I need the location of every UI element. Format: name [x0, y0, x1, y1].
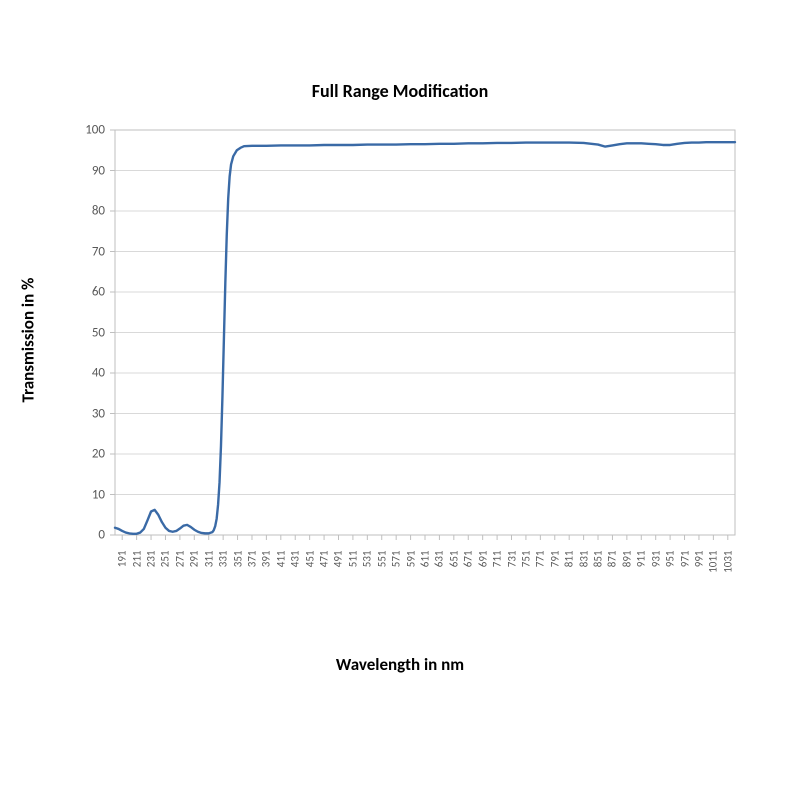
y-tick-label: 60: [75, 285, 105, 300]
x-tick-label: 671: [462, 551, 475, 591]
y-tick-label: 0: [75, 528, 105, 543]
x-tick-label: 331: [217, 551, 230, 591]
x-tick-label: 591: [404, 551, 417, 591]
chart-title: Full Range Modification: [0, 80, 800, 102]
x-tick-label: 1031: [721, 551, 734, 591]
x-tick-label: 451: [303, 551, 316, 591]
chart-plot-area: [115, 130, 735, 535]
x-tick-label: 991: [692, 551, 705, 591]
x-tick-label: 691: [476, 551, 489, 591]
y-tick-label: 40: [75, 366, 105, 381]
x-tick-label: 851: [592, 551, 605, 591]
x-tick-label: 631: [433, 551, 446, 591]
y-tick-label: 100: [75, 123, 105, 138]
y-tick-label: 20: [75, 447, 105, 462]
x-tick-label: 351: [231, 551, 244, 591]
x-tick-label: 271: [173, 551, 186, 591]
x-tick-label: 771: [534, 551, 547, 591]
y-tick-label: 50: [75, 325, 105, 340]
x-tick-label: 311: [202, 551, 215, 591]
x-tick-label: 651: [447, 551, 460, 591]
x-tick-label: 531: [361, 551, 374, 591]
y-tick-label: 70: [75, 244, 105, 259]
x-tick-label: 931: [649, 551, 662, 591]
x-tick-label: 291: [188, 551, 201, 591]
x-tick-label: 711: [491, 551, 504, 591]
x-tick-label: 511: [346, 551, 359, 591]
x-tick-label: 831: [577, 551, 590, 591]
x-tick-label: 491: [332, 551, 345, 591]
y-tick-label: 10: [75, 487, 105, 502]
x-tick-label: 251: [159, 551, 172, 591]
x-tick-label: 411: [274, 551, 287, 591]
x-tick-label: 371: [245, 551, 258, 591]
x-tick-label: 891: [620, 551, 633, 591]
x-tick-label: 551: [375, 551, 388, 591]
x-tick-label: 231: [145, 551, 158, 591]
chart-svg: [105, 130, 735, 545]
series-line-transmission: [115, 142, 735, 534]
x-tick-label: 871: [606, 551, 619, 591]
x-tick-label: 471: [318, 551, 331, 591]
chart-page: { "chart": { "type": "line", "title": "F…: [0, 0, 800, 800]
x-tick-label: 431: [289, 551, 302, 591]
x-tick-label: 611: [419, 551, 432, 591]
x-tick-label: 391: [260, 551, 273, 591]
x-tick-label: 191: [116, 551, 129, 591]
y-axis-label: Transmission in %: [18, 278, 39, 403]
x-tick-label: 571: [390, 551, 403, 591]
x-tick-label: 751: [519, 551, 532, 591]
x-tick-label: 971: [678, 551, 691, 591]
x-tick-label: 951: [664, 551, 677, 591]
x-tick-label: 791: [548, 551, 561, 591]
x-tick-label: 811: [563, 551, 576, 591]
y-tick-label: 30: [75, 406, 105, 421]
x-tick-label: 1011: [707, 551, 720, 591]
x-tick-label: 731: [505, 551, 518, 591]
y-tick-label: 90: [75, 163, 105, 178]
y-tick-label: 80: [75, 204, 105, 219]
x-tick-label: 211: [130, 551, 143, 591]
x-tick-label: 911: [635, 551, 648, 591]
x-axis-label: Wavelength in nm: [0, 654, 800, 675]
